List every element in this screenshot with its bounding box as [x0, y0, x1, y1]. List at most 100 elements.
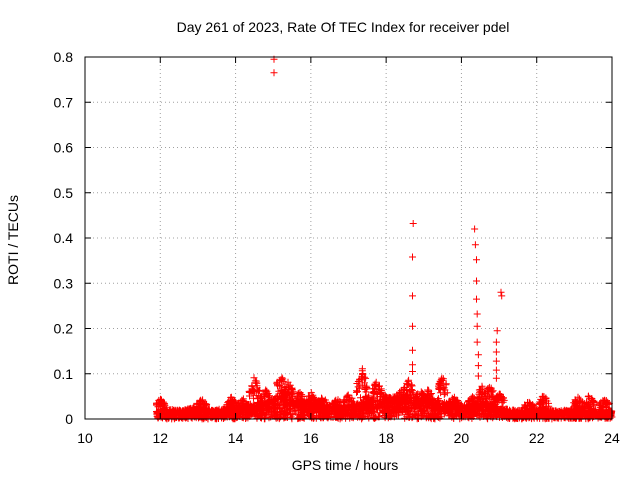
data-point: [266, 404, 274, 412]
data-point: [474, 362, 482, 370]
data-point: [270, 69, 278, 77]
y-tick-label: 0: [65, 411, 73, 427]
data-point: [400, 383, 408, 391]
data-point: [291, 407, 299, 415]
data-point: [257, 393, 264, 401]
data-point: [302, 407, 310, 415]
data-point: [435, 380, 443, 388]
data-point: [473, 277, 480, 285]
data-point: [196, 398, 204, 406]
data-point: [262, 387, 270, 395]
data-point: [465, 404, 472, 412]
data-point: [473, 411, 481, 419]
y-tick-label: 0.8: [54, 49, 74, 65]
data-point: [313, 404, 321, 412]
x-tick-label: 12: [152, 430, 168, 446]
data-point: [486, 407, 493, 415]
data-point: [364, 410, 372, 418]
data-point: [285, 385, 292, 393]
data-point: [492, 357, 500, 365]
data-point: [604, 408, 612, 416]
data-point: [192, 414, 200, 422]
data-point: [291, 401, 299, 409]
data-point: [341, 397, 349, 405]
data-point: [586, 394, 594, 402]
data-point: [426, 394, 434, 402]
data-point: [409, 368, 416, 375]
data-point: [368, 398, 376, 406]
data-point: [409, 292, 416, 300]
data-point: [435, 397, 443, 405]
data-point: [235, 406, 243, 414]
data-point: [267, 411, 275, 419]
data-point: [318, 398, 326, 406]
data-point: [420, 399, 428, 406]
data-point: [328, 400, 336, 408]
data-point: [420, 391, 428, 398]
data-point: [430, 414, 438, 422]
data-point: [208, 413, 216, 421]
data-point: [249, 408, 257, 416]
data-point: [157, 395, 164, 403]
data-point: [538, 411, 546, 419]
y-tick-label: 0.5: [54, 185, 74, 201]
data-point: [338, 407, 346, 415]
data-point: [349, 414, 357, 422]
data-point: [272, 395, 280, 402]
data-point: [477, 393, 485, 401]
data-point: [174, 410, 182, 418]
data-point: [362, 374, 370, 382]
data-point: [445, 398, 453, 406]
data-point: [448, 394, 456, 402]
data-point: [472, 404, 480, 412]
data-point: [294, 390, 302, 398]
data-point: [170, 412, 178, 420]
data-point: [349, 401, 357, 409]
y-tick-label: 0.7: [54, 94, 74, 110]
data-point: [365, 392, 373, 400]
data-point: [346, 394, 354, 402]
data-point: [247, 387, 255, 395]
data-point: [259, 398, 267, 406]
data-point: [446, 399, 453, 407]
x-tick-label: 16: [303, 430, 319, 446]
data-point: [538, 393, 546, 401]
data-point: [362, 384, 370, 391]
data-point: [492, 374, 500, 382]
data-point: [156, 412, 164, 420]
data-point: [166, 411, 174, 419]
data-point: [309, 391, 317, 399]
data-point: [571, 402, 579, 410]
data-point: [441, 406, 449, 414]
data-point: [492, 366, 500, 374]
data-point: [160, 399, 168, 407]
data-point: [296, 399, 304, 407]
data-point: [485, 383, 493, 391]
data-point: [387, 411, 395, 419]
data-point: [491, 395, 499, 403]
data-point: [354, 378, 362, 385]
data-point: [473, 295, 480, 303]
data-point: [476, 395, 484, 403]
plot-frame: [84, 56, 613, 420]
data-point: [281, 384, 289, 391]
data-point: [431, 405, 439, 413]
data-point: [488, 388, 496, 396]
data-point: [242, 404, 250, 412]
data-point: [332, 398, 340, 406]
data-point: [438, 377, 446, 384]
data-point: [252, 391, 260, 399]
data-point: [521, 401, 529, 409]
data-point: [317, 414, 325, 422]
data-point: [266, 398, 274, 405]
data-point: [295, 389, 303, 397]
data-point: [220, 414, 228, 422]
data-point: [406, 387, 414, 395]
data-point: [304, 398, 312, 406]
data-point: [500, 396, 508, 404]
data-point: [450, 396, 458, 403]
data-point: [529, 402, 537, 409]
data-point: [403, 391, 411, 399]
data-point: [469, 405, 477, 413]
data-point: [567, 414, 575, 422]
